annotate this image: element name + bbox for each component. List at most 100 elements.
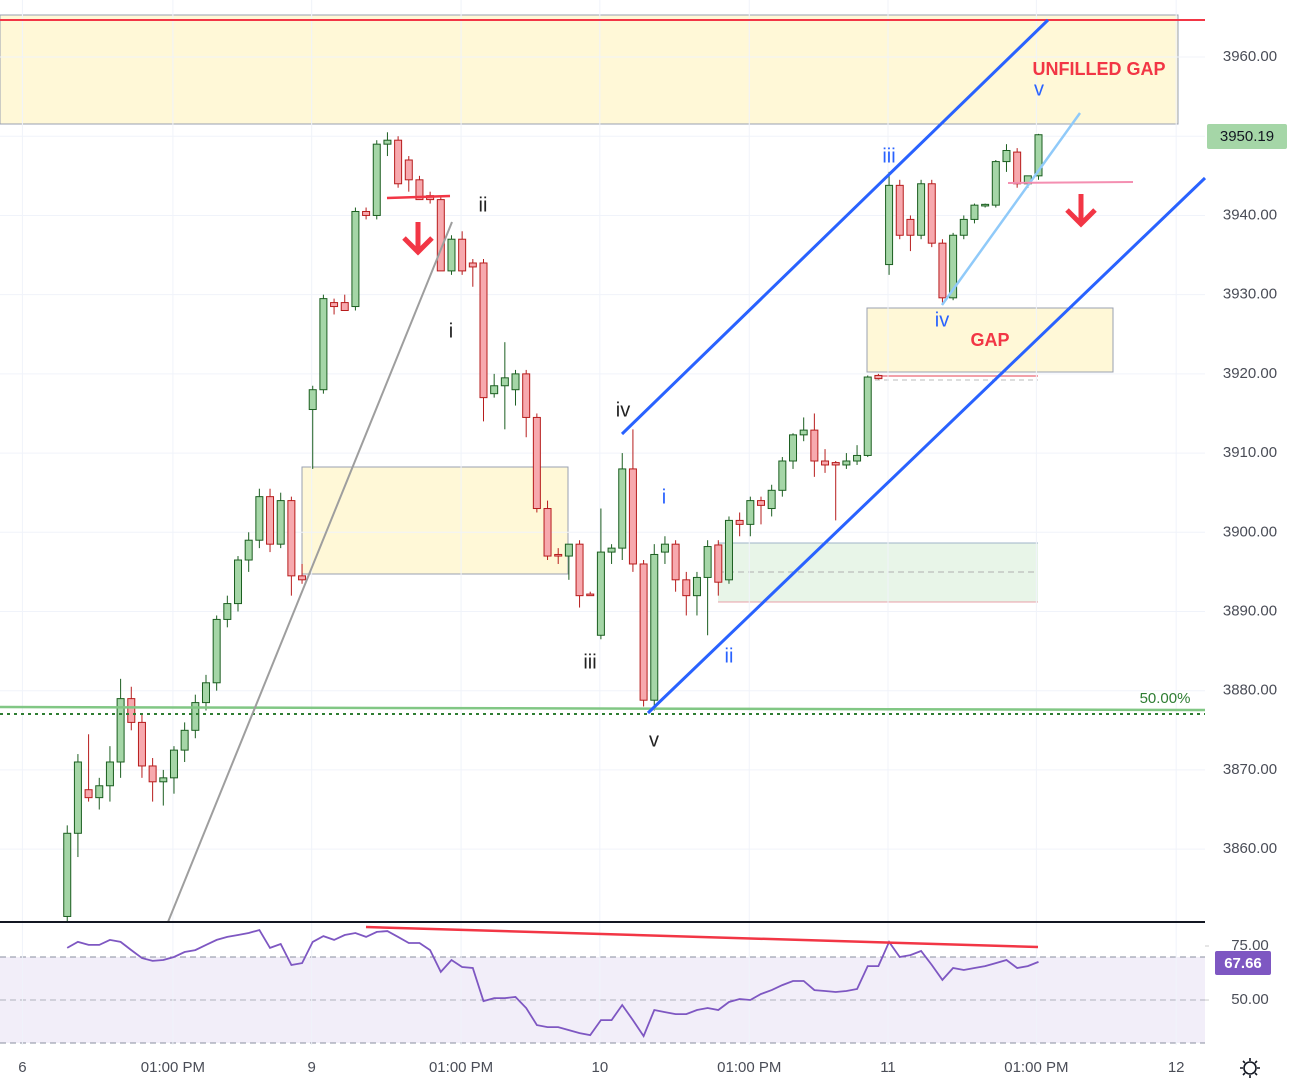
candle-body	[703, 546, 712, 578]
candle-body	[511, 373, 520, 391]
candle-body	[991, 161, 1000, 206]
wave-label: ii	[725, 645, 734, 667]
y-tick-label: 3890.00	[1223, 602, 1277, 619]
price-badge	[1207, 124, 1287, 149]
x-tick-label: 11	[880, 1059, 896, 1076]
candle-body	[628, 468, 637, 565]
unfilled-gap-zone	[0, 14, 1179, 125]
candle-body	[746, 500, 755, 525]
settings-icon[interactable]	[1240, 1058, 1260, 1078]
candle-body	[660, 543, 669, 553]
wave-label: v	[649, 729, 659, 751]
candle-body	[970, 204, 979, 220]
wave-label: iii	[583, 651, 596, 673]
y-tick-label: 3910.00	[1223, 444, 1277, 461]
candle-body	[714, 544, 723, 583]
x-tick-label: 6	[18, 1059, 26, 1076]
candle-body	[554, 553, 563, 557]
candle-body	[180, 729, 189, 751]
candle-body	[564, 543, 573, 557]
candle-body	[586, 593, 595, 597]
x-tick-label: 01:00 PM	[1004, 1059, 1068, 1076]
candle-body	[842, 460, 851, 466]
candle-body	[618, 468, 627, 549]
x-tick-label: 9	[307, 1059, 315, 1076]
candle-body	[137, 721, 146, 767]
candle-body	[799, 429, 808, 436]
candle-body	[468, 262, 477, 268]
channel-line	[646, 176, 1207, 715]
gap-label: UNFILLED GAP	[1033, 59, 1166, 79]
drawings-over: ii i iii iv v i ii iii iv v UNFILLED GAP…	[0, 18, 1207, 949]
candle-body	[404, 159, 413, 181]
candle-body	[266, 496, 275, 545]
candle-body	[756, 500, 765, 506]
candle-body	[596, 551, 605, 636]
y-tick-label: 3860.00	[1223, 840, 1277, 857]
candle-body	[607, 547, 616, 553]
candle-body	[853, 454, 862, 462]
break-line	[1007, 181, 1134, 184]
y-tick-label: 3920.00	[1223, 365, 1277, 382]
candle-body	[127, 698, 136, 723]
candle-body	[778, 460, 787, 491]
candle-body	[810, 429, 819, 462]
candle-body	[447, 238, 456, 272]
candle-body	[298, 575, 307, 581]
candle-body	[863, 376, 872, 456]
candle-body	[692, 576, 701, 597]
marks	[63, 132, 1043, 1039]
y-tick-label: 3870.00	[1223, 761, 1277, 778]
candle-body	[927, 183, 936, 244]
candle-body	[73, 761, 82, 834]
divergence-line	[365, 925, 1039, 949]
candle-body	[543, 508, 552, 557]
candle-body	[938, 242, 947, 299]
candle-body	[95, 785, 104, 799]
candle-body	[1002, 149, 1011, 163]
candle-body	[84, 789, 93, 799]
candle-body	[724, 519, 733, 581]
drawings-under	[0, 14, 1205, 1044]
rsi-badge	[1215, 951, 1271, 975]
candle-body	[148, 765, 157, 783]
candle-body	[959, 218, 968, 236]
candle-body	[735, 519, 744, 525]
candle-body	[330, 302, 339, 308]
gap-label: GAP	[970, 330, 1009, 350]
candle-body	[949, 234, 958, 299]
wave-label: iv	[935, 309, 949, 331]
candle-body	[244, 539, 253, 561]
gap-zone	[866, 307, 1114, 373]
candle-body	[895, 184, 904, 236]
axis-labels: 6 01:00 PM 9 01:00 PM 10 01:00 PM 11 01:00 PM 12…	[18, 48, 1277, 1076]
x-tick-label: 01:00 PM	[141, 1059, 205, 1076]
candle-body	[169, 749, 178, 779]
wave-label: iii	[882, 145, 895, 167]
trend-line	[940, 112, 1082, 306]
candle-body	[650, 553, 659, 701]
candle-body	[255, 496, 264, 541]
break-line	[386, 194, 451, 200]
trend-line	[167, 221, 453, 923]
y-tick-label: 3940.00	[1223, 206, 1277, 223]
y-tick-label: 50.00	[1231, 991, 1269, 1008]
candle-body	[500, 377, 509, 387]
down-arrow	[402, 222, 434, 256]
candle-body	[436, 199, 445, 272]
candle-body	[105, 761, 114, 787]
candle-body	[191, 702, 200, 731]
wave-label: i	[449, 320, 453, 342]
wave-label: v	[1034, 78, 1044, 100]
y-tick-label: 3880.00	[1223, 682, 1277, 699]
candle-body	[340, 302, 349, 312]
zone	[301, 466, 569, 575]
candle-body	[63, 832, 72, 917]
candle-body	[212, 618, 221, 684]
rsi-last: 67.66	[1224, 955, 1262, 972]
candle-body	[116, 698, 125, 763]
wave-label: ii	[479, 194, 488, 216]
candle-body	[234, 559, 243, 605]
candle-body	[639, 563, 648, 701]
candle-body	[159, 777, 168, 783]
